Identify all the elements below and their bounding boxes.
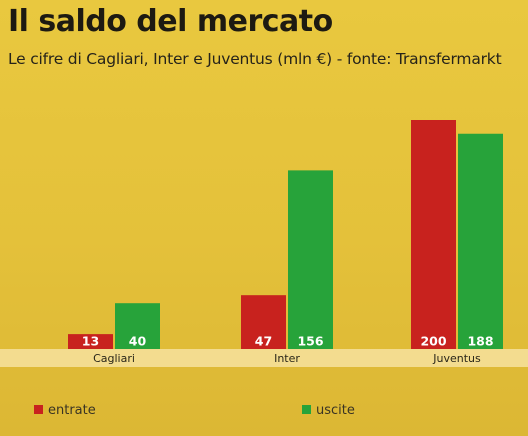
legend-label-uscite: uscite bbox=[316, 403, 355, 418]
value-label-entrate-inter: 47 bbox=[255, 334, 272, 349]
category-band bbox=[0, 349, 528, 367]
legend-item-entrate: entrate bbox=[34, 403, 96, 418]
value-label-uscite-cagliari: 40 bbox=[129, 334, 147, 349]
value-label-entrate-juventus: 200 bbox=[420, 334, 446, 349]
category-label-cagliari: Cagliari bbox=[93, 352, 135, 365]
bar-uscite-juventus bbox=[458, 133, 503, 349]
bar-entrate-inter bbox=[241, 295, 286, 349]
value-label-uscite-inter: 156 bbox=[297, 334, 323, 349]
bar-entrate-juventus bbox=[411, 120, 456, 349]
legend-swatch-uscite bbox=[302, 405, 311, 414]
bar-entrate-cagliari bbox=[68, 334, 113, 349]
legend-item-uscite: uscite bbox=[302, 403, 355, 418]
value-label-uscite-juventus: 188 bbox=[467, 334, 493, 349]
bar-uscite-inter bbox=[288, 170, 333, 349]
bar-uscite-cagliari bbox=[115, 303, 160, 349]
legend-swatch-entrate bbox=[34, 405, 43, 414]
category-label-inter: Inter bbox=[274, 352, 300, 365]
value-label-entrate-cagliari: 13 bbox=[82, 334, 99, 349]
chart-subtitle: Le cifre di Cagliari, Inter e Juventus (… bbox=[8, 50, 502, 68]
legend-label-entrate: entrate bbox=[48, 403, 96, 418]
chart-title: Il saldo del mercato bbox=[8, 4, 333, 39]
category-label-juventus: Juventus bbox=[432, 352, 481, 365]
